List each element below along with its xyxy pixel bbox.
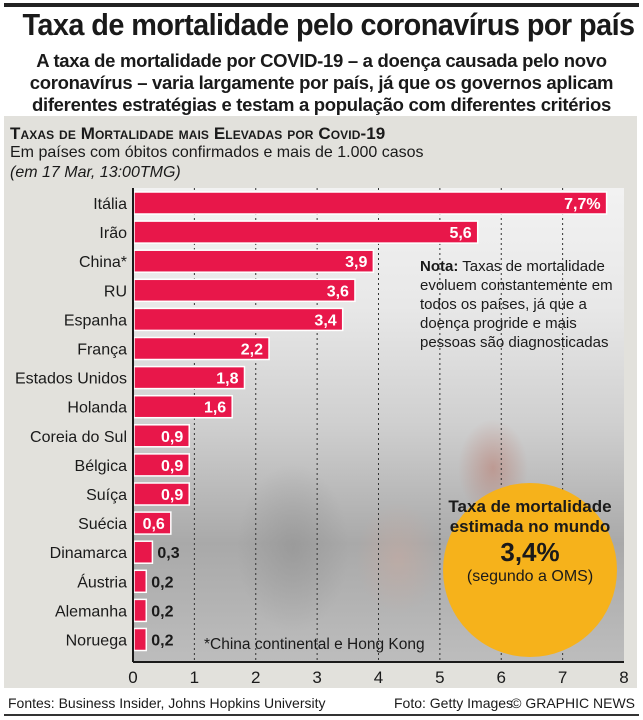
callout-source: (segundo a OMS) [466, 568, 594, 585]
callout-value: 3,4% [500, 537, 560, 567]
value-label: 7,7% [564, 196, 600, 213]
category-label: Holanda [67, 400, 127, 417]
bar [133, 278, 356, 303]
category-label: Noruega [66, 633, 127, 650]
bar [133, 220, 479, 244]
x-tick-label: 1 [190, 668, 199, 687]
x-tick-label: 0 [128, 668, 137, 687]
value-label: 0,2 [151, 603, 173, 620]
value-label: 1,6 [204, 400, 226, 417]
note-body: Taxas de mortalidade evoluem constanteme… [420, 258, 613, 351]
value-label: 5,6 [449, 225, 471, 242]
chart-date: (em 17 Mar, 13:00TMG) [10, 164, 181, 181]
category-label: França [77, 342, 127, 359]
chart-title: Taxas de Mortalidade mais Elevadas por C… [10, 124, 386, 143]
value-label: 2,2 [241, 342, 263, 359]
chart-subtitle: Em países com óbitos confirmados e mais … [10, 144, 424, 161]
graphic-news-credit: © GRAPHIC NEWS [511, 695, 635, 711]
x-axis: 0 1 2 3 4 5 6 7 8 [128, 188, 629, 687]
value-label: 3,9 [345, 254, 367, 271]
value-label: 0,9 [161, 487, 183, 504]
x-tick-label: 7 [558, 668, 567, 687]
sources-text: Fontes: Business Insider, Johns Hopkins … [8, 695, 326, 711]
bars: Itália 7,7% Irão 5,6 China* 3,9 RU 3,6 Espanha 3,… [15, 191, 608, 652]
x-tick-label: 3 [312, 668, 321, 687]
bar [133, 540, 154, 564]
value-label: 0,6 [143, 516, 165, 533]
category-label: Áustria [77, 572, 127, 591]
bar [133, 569, 148, 594]
bar [133, 627, 148, 652]
x-tick-label: 6 [497, 668, 506, 687]
category-label: Estados Unidos [15, 371, 127, 388]
category-label: China* [79, 254, 127, 271]
value-label: 3,4 [314, 312, 336, 329]
x-tick-label: 4 [374, 668, 383, 687]
china-footnote: *China continental e Hong Kong [204, 636, 425, 653]
bar [133, 598, 148, 623]
callout-heading: Taxa de mortalidade estimada no mundo [448, 497, 612, 536]
category-label: Suíça [86, 487, 127, 504]
world-rate-callout: Taxa de mortalidade estimada no mundo 3,… [443, 483, 617, 657]
category-label: Dinamarca [50, 545, 127, 562]
category-label: Alemanha [55, 603, 127, 620]
category-label: Coreia do Sul [30, 429, 127, 446]
category-label: Suécia [78, 516, 127, 533]
category-label: Irão [99, 225, 127, 242]
x-tick-label: 5 [435, 668, 444, 687]
value-label: 0,2 [151, 574, 173, 591]
bottom-rule [4, 714, 639, 716]
value-label: 1,8 [216, 371, 238, 388]
x-tick-label: 2 [251, 668, 260, 687]
category-label: RU [104, 283, 127, 300]
bar [133, 307, 344, 332]
category-label: Espanha [64, 312, 127, 329]
top-rule [4, 3, 639, 7]
note-label: Nota: [420, 258, 459, 275]
page-title: Taxa de mortalidade pelo coronavírus por… [22, 7, 636, 42]
value-label: 0,3 [157, 545, 179, 562]
category-label: Bélgica [75, 458, 128, 475]
value-label: 0,9 [161, 429, 183, 446]
bar [133, 191, 608, 215]
value-label: 0,2 [151, 633, 173, 650]
bar [133, 249, 375, 273]
value-label: 0,9 [161, 458, 183, 475]
page-subtitle: A taxa de mortalidade por COVID-19 – a d… [29, 50, 614, 115]
category-label: Itália [93, 196, 127, 213]
value-label: 3,6 [327, 283, 349, 300]
note-text: Nota: Taxas de mortalidade evoluem const… [420, 257, 630, 352]
x-tick-label: 8 [619, 668, 628, 687]
photo-credit: Foto: Getty Images [394, 695, 514, 711]
footer: Fontes: Business Insider, Johns Hopkins … [4, 693, 639, 715]
